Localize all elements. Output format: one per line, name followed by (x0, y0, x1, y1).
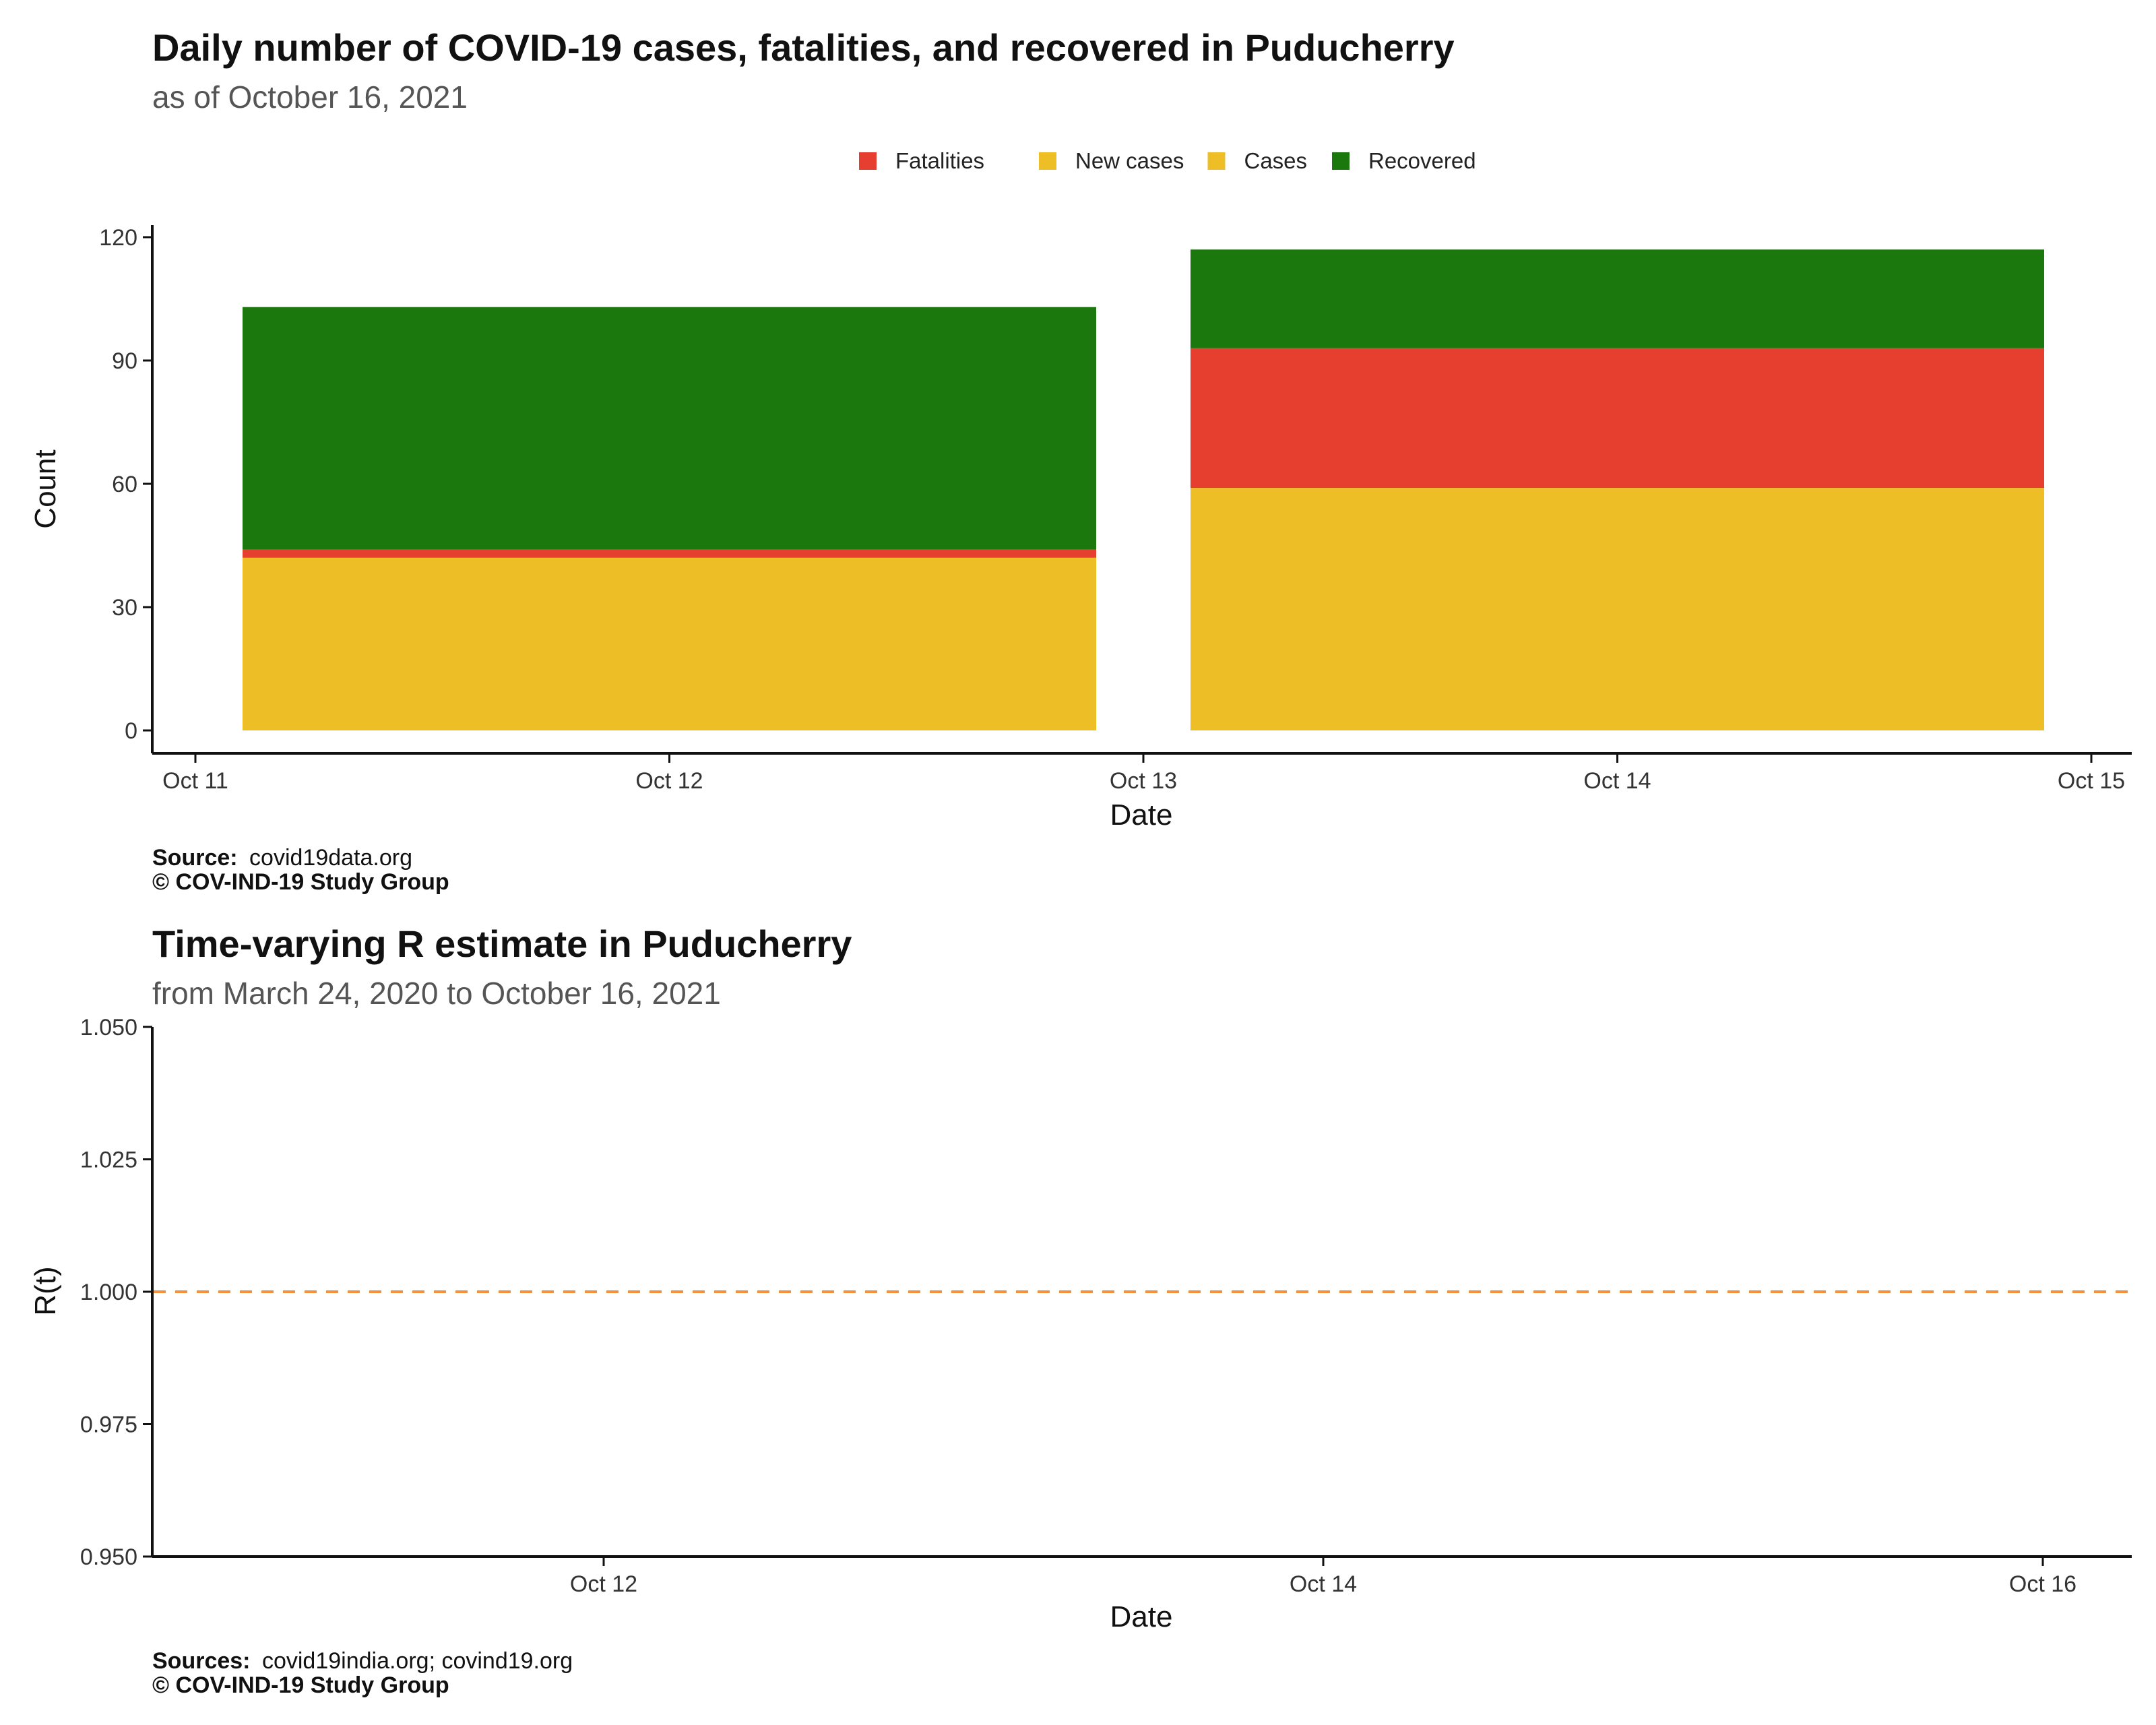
r-chart-source-label: Sources: (152, 1648, 251, 1674)
x-tick-label: Oct 14 (1583, 768, 1651, 794)
bar-chart-source: Source: covid19data.org (152, 845, 412, 871)
legend-label-3: Recovered (1368, 148, 1476, 173)
x-tick-label: Oct 16 (2009, 1571, 2076, 1597)
legend-label-1: New cases (1075, 148, 1184, 173)
y-tick-label: 90 (112, 348, 137, 374)
y-tick-label: 30 (112, 595, 137, 621)
r-chart-source-text: covid19india.org; covind19.org (262, 1648, 573, 1674)
bar-1-cases (1191, 488, 2044, 730)
y-tick-label: 0 (125, 718, 137, 744)
bar-chart-y-ticks: 0 30 60 90 120 (99, 225, 152, 744)
r-chart-subtitle: from March 24, 2020 to October 16, 2021 (152, 976, 721, 1011)
legend-swatch-2 (1207, 152, 1226, 170)
bar-chart-x-axis-title: Date (1110, 798, 1173, 832)
y-tick-label: 60 (112, 472, 137, 497)
bar-0-cases (243, 557, 1096, 730)
y-tick-label: 1.025 (80, 1148, 137, 1173)
r-chart-source: Sources: covid19india.org; covind19.org (152, 1648, 573, 1674)
bar-chart-panel: Daily number of COVID-19 cases, fataliti… (29, 26, 2132, 895)
bar-chart-bars (243, 249, 2044, 730)
bar-chart-source-label: Source: (152, 845, 238, 871)
r-chart-y-ticks: 0.950 0.975 1.000 1.025 1.050 (80, 1015, 152, 1570)
x-tick-label: Oct 12 (570, 1571, 637, 1597)
bar-1-recovered (1191, 249, 2044, 348)
bar-chart-subtitle: as of October 16, 2021 (152, 80, 468, 115)
r-chart-title: Time-varying R estimate in Puducherry (152, 922, 852, 965)
r-chart-x-ticks: Oct 12 Oct 14 Oct 16 (570, 1557, 2076, 1597)
x-tick-label: Oct 13 (1110, 768, 1177, 794)
legend-label-2: Cases (1244, 148, 1308, 173)
bar-chart-x-ticks: Oct 11 Oct 12 Oct 13 Oct 14 Oct 15 (162, 753, 2125, 794)
legend-swatch-3 (1332, 152, 1350, 170)
legend-swatch-1 (1039, 152, 1056, 170)
y-tick-label: 0.975 (80, 1412, 137, 1438)
y-tick-label: 120 (99, 225, 137, 251)
x-tick-label: Oct 11 (162, 768, 228, 794)
x-tick-label: Oct 15 (2058, 768, 2125, 794)
x-tick-label: Oct 14 (1290, 1571, 1357, 1597)
bar-chart-copyright: © COV-IND-19 Study Group (152, 869, 449, 895)
bar-0-recovered (243, 307, 1096, 550)
r-chart-copyright: © COV-IND-19 Study Group (152, 1672, 449, 1698)
r-chart-x-axis-title: Date (1110, 1600, 1173, 1633)
r-chart-y-axis-title: R(t) (29, 1266, 62, 1315)
bar-0-fatalities (243, 549, 1096, 558)
x-tick-label: Oct 12 (635, 768, 703, 794)
legend-label-0: Fatalities (895, 148, 984, 173)
bar-chart-y-axis-title: Count (29, 449, 62, 528)
y-tick-label: 1.000 (80, 1280, 137, 1305)
bar-1-fatalities (1191, 348, 2044, 489)
bar-chart-legend: Fatalities New cases Cases Recovered (859, 148, 1476, 173)
bar-chart-source-text: covid19data.org (249, 845, 412, 871)
bar-chart-title: Daily number of COVID-19 cases, fataliti… (152, 26, 1455, 69)
y-tick-label: 0.950 (80, 1544, 137, 1570)
r-estimate-panel: Time-varying R estimate in Puducherry fr… (29, 922, 2132, 1698)
legend-swatch-0 (859, 152, 877, 170)
y-tick-label: 1.050 (80, 1015, 137, 1040)
